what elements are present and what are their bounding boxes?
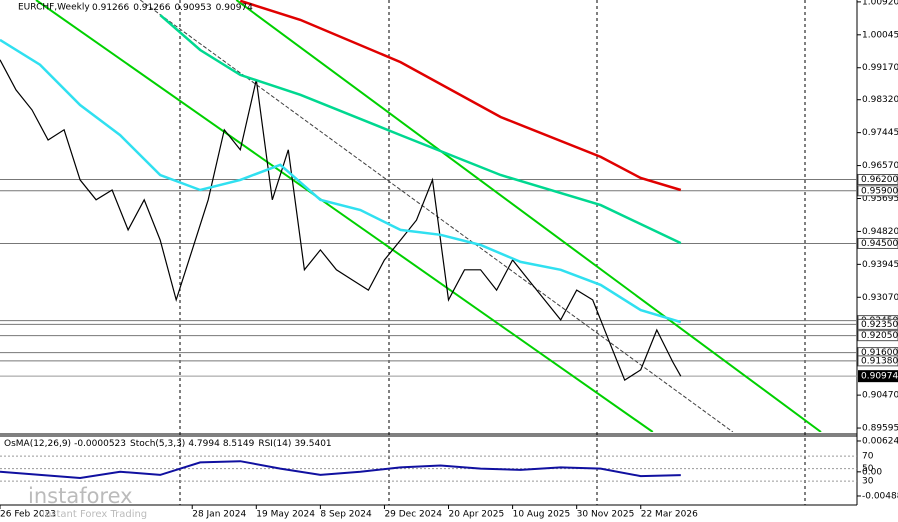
header-value: 0.90974 (216, 3, 253, 13)
watermark-slogan: Instant Forex Trading (42, 509, 147, 520)
osma-tick-label: 0.00 (862, 467, 882, 477)
level-label-box (857, 185, 898, 197)
header-value: -0.0000523 (74, 439, 126, 449)
y-tick-label: 0.97445 (862, 128, 898, 138)
x-tick-label: 8 Sep 2024 (320, 510, 372, 520)
indicator-area (0, 455, 857, 482)
y-tick-label: 0.95695 (862, 194, 898, 204)
level-label-box (857, 355, 898, 367)
current-price-box (858, 370, 898, 383)
price-line (0, 59, 682, 381)
header-value: Stoch(5,3,3) (130, 439, 185, 449)
ohlc-values: 0.91266 0.91266 0.90953 0.90974 (92, 3, 253, 13)
y-tick-label: 0.89595 (862, 424, 898, 434)
level-label-box (857, 237, 898, 249)
x-tick-label: 10 Aug 2025 (513, 510, 571, 520)
x-tick-label: 19 May 2024 (256, 510, 315, 520)
level-label: 0.94500 (861, 239, 898, 249)
level-label: 0.92350 (861, 320, 898, 330)
y-tick-label: 0.90470 (862, 391, 898, 401)
header-value: RSI(14) (258, 439, 291, 449)
header-value: OsMA(12,26,9) (4, 439, 71, 449)
header-value: 0.91266 (133, 3, 170, 13)
moving-average (159, 14, 682, 245)
osma-tick-label: -0.004886 (862, 491, 898, 501)
current-price-label: 0.90974 (861, 372, 898, 382)
period-separators (179, 0, 806, 505)
x-tick-label: 28 Jan 2024 (192, 510, 246, 520)
level-label-box (857, 330, 898, 342)
trend-line (235, 0, 822, 432)
watermark-brand: instaforex (28, 484, 133, 508)
rsi-line (0, 460, 681, 480)
chart-title: EURCHF,Weekly (18, 3, 90, 13)
header-value: 8.5149 (223, 439, 255, 449)
level-label: 0.91600 (861, 348, 898, 358)
level-label: 0.95900 (861, 186, 898, 196)
trend-line (35, 0, 654, 432)
y-tick-label: 0.93945 (862, 260, 898, 270)
y-tick-label: 0.94820 (862, 227, 898, 237)
trend-line (139, 0, 734, 432)
x-tick-label: 22 Mar 2026 (641, 510, 698, 520)
header-value: 39.5401 (294, 439, 331, 449)
x-tick-label: 29 Dec 2024 (384, 510, 442, 520)
level-label: 0.91380 (861, 356, 898, 366)
header-value: 0.90953 (174, 3, 211, 13)
level-label: 0.96200 (861, 175, 898, 185)
osma-tick-label: 0.006246 (862, 436, 898, 446)
level-label-box (857, 318, 898, 330)
y-tick-label: 1.00045 (862, 30, 898, 40)
level-label-box (857, 173, 898, 185)
rsi-tick-label: 30 (862, 477, 874, 487)
header-value: 0.91266 (92, 3, 129, 13)
moving-average (0, 38, 682, 324)
moving-average (239, 0, 682, 192)
level-label: 0.92050 (861, 331, 898, 341)
header-value: 4.7994 (188, 439, 220, 449)
y-tick-label: 0.96570 (862, 161, 898, 171)
y-tick-label: 0.98320 (862, 95, 898, 105)
rsi-tick-label: 70 (862, 452, 874, 462)
indicator-title: OsMA(12,26,9) -0.0000523 Stoch(5,3,3) 4.799… (4, 439, 332, 449)
x-tick-label: 26 Feb 2023 (0, 510, 56, 520)
price-area (0, 0, 857, 432)
y-tick-label: 1.00920 (862, 0, 898, 7)
x-tick-label: 20 Apr 2025 (449, 510, 505, 520)
y-tick-label: 0.99170 (862, 63, 898, 73)
x-tick-label: 30 Nov 2025 (577, 510, 635, 520)
y-tick-label: 0.93070 (862, 293, 898, 303)
rsi-tick-label: 50 (862, 464, 874, 474)
